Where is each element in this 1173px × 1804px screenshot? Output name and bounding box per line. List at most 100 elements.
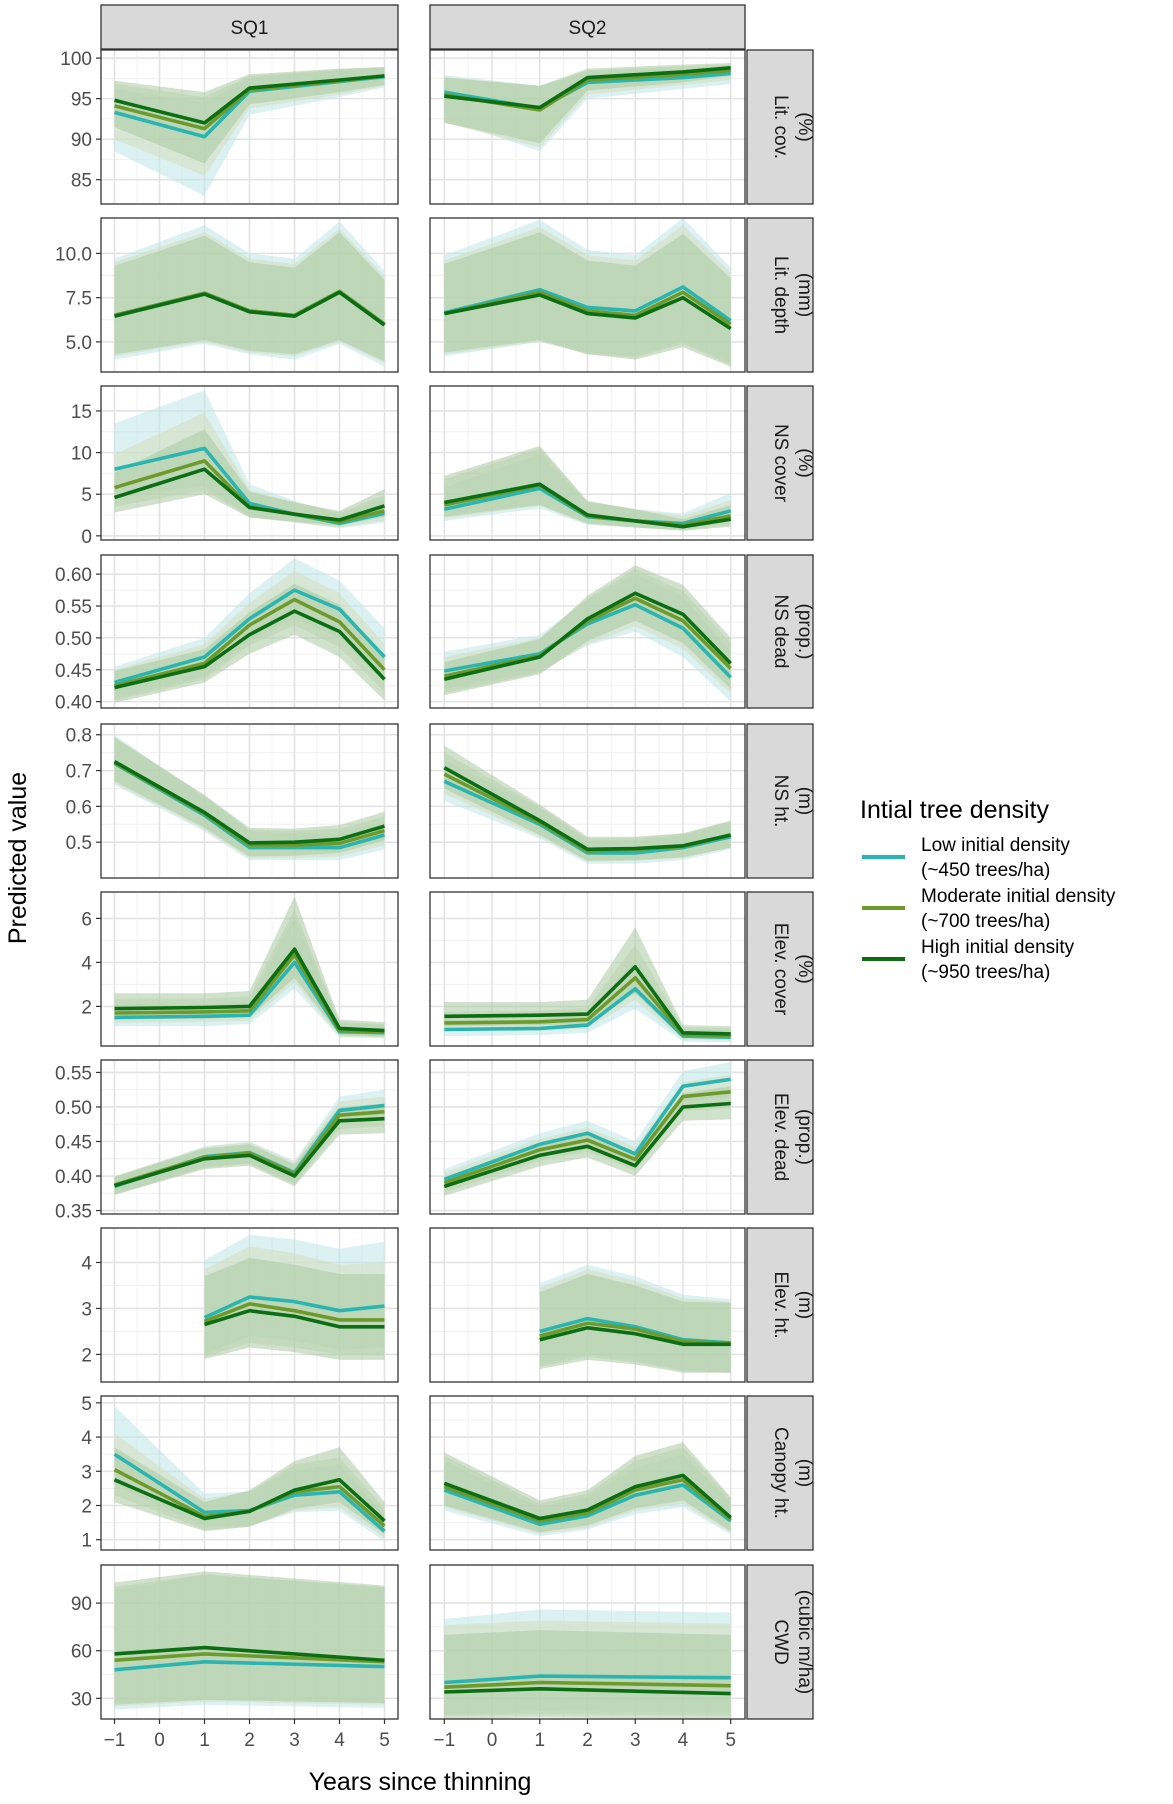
panel-border	[100, 554, 399, 709]
legend-label: (~700 trees/ha)	[921, 911, 1050, 932]
series-line-low	[114, 1660, 385, 1672]
row-strip-elev-dead: Elev. dead (prop.)	[746, 1059, 815, 1215]
row-strip-label: Lit. depth	[770, 256, 791, 334]
legend-entry-mod: Moderate initial density (~700 trees/ha)	[862, 886, 1116, 932]
y-tick-label: 0.40	[55, 1167, 92, 1188]
legend-label: Low initial density	[921, 835, 1070, 856]
row-strip-label: (prop.)	[794, 604, 815, 660]
row-strip-lit-cov: Lit. cov. (%)	[746, 49, 815, 205]
panel-elev-ht-sq2	[429, 1227, 746, 1383]
row-strip-background	[746, 385, 814, 541]
y-tick-label: 30	[71, 1689, 92, 1710]
series-line-low	[444, 1674, 731, 1685]
series-line-high	[113, 1478, 386, 1523]
panel-border	[100, 723, 399, 879]
y-tick-label: 6	[81, 909, 92, 930]
y-tick-label: 5	[81, 1394, 92, 1415]
y-tick-label: 0.60	[55, 565, 92, 586]
series-line-mod	[114, 1652, 385, 1664]
row-strip-label: Lit. cov.	[770, 95, 791, 159]
panel-ns-cover-sq1	[100, 385, 399, 541]
ribbon-high	[539, 1274, 731, 1373]
row-strip-cwd: CWD (cubic m/ha)	[746, 1564, 815, 1720]
panel-elev-ht-sq1	[100, 1227, 399, 1383]
series-line-low	[443, 1483, 732, 1527]
row-strip-ns-dead: NS dead (prop.)	[746, 554, 815, 709]
series-line-low	[443, 1077, 731, 1182]
y-tick-label: 0.7	[66, 762, 92, 783]
series-line-mod	[443, 1478, 732, 1523]
series-line-low	[443, 285, 732, 323]
row-strip-background	[746, 1564, 814, 1720]
series-line-mod	[443, 1090, 731, 1185]
x-tick-label: 5	[379, 1730, 390, 1751]
legend: Intial tree density Low initial density (…	[860, 796, 1116, 983]
series-line-mod	[444, 1680, 731, 1689]
column-strip-label: SQ1	[230, 18, 268, 39]
panel-cwd-sq2	[429, 1564, 746, 1720]
panel-border	[429, 385, 746, 541]
y-axis-title: Predicted value	[4, 772, 32, 944]
y-tick-label: 90	[71, 130, 92, 151]
x-tick-label: 0	[154, 1730, 165, 1751]
ribbon-high	[114, 232, 385, 362]
row-strip-label: CWD	[770, 1619, 791, 1664]
y-tick-label: 60	[71, 1642, 92, 1663]
row-strip-elev-cover: Elev. cover (%)	[746, 891, 815, 1047]
series-line-high	[444, 1687, 731, 1696]
x-tick-label: 2	[244, 1730, 255, 1751]
row-strip-label: (m)	[794, 1291, 815, 1319]
panel-border	[429, 554, 746, 709]
ribbon-high	[114, 737, 385, 857]
y-tick-label: 0.8	[66, 726, 92, 747]
series-line-low	[114, 588, 386, 685]
x-tick-label: 0	[487, 1730, 498, 1751]
y-tick-label: 0	[81, 527, 92, 548]
series-line-high	[444, 66, 731, 110]
y-tick-label: 85	[71, 171, 92, 192]
y-tick-label: 10.0	[55, 244, 92, 265]
column-strip-sq1: SQ1	[100, 4, 399, 50]
column-strip-background	[100, 4, 399, 50]
series-line-high	[443, 591, 732, 682]
panel-border	[429, 49, 746, 205]
row-strip-label: (m)	[794, 1459, 815, 1487]
panel-lit-depth-sq1	[100, 217, 399, 373]
row-strip-label: Elev. dead	[770, 1093, 791, 1181]
series-line-high	[539, 1326, 731, 1347]
ribbon-high	[114, 896, 385, 1037]
legend-entry-low: Low initial density (~450 trees/ha)	[862, 835, 1070, 881]
axes-layer: 8590951005.07.510.00510150.400.450.500.5…	[55, 49, 736, 1751]
series-line-mod	[114, 597, 386, 688]
series-line-high	[443, 1473, 732, 1521]
panel-border	[100, 1059, 399, 1215]
panel-ns-dead-sq1	[100, 554, 399, 709]
y-tick-label: 0.35	[55, 1202, 92, 1223]
y-tick-label: 3	[81, 1299, 92, 1320]
ribbon-high	[444, 1630, 731, 1719]
series-line-high	[113, 467, 386, 522]
legend-label: (~450 trees/ha)	[921, 860, 1050, 881]
ribbon-high	[114, 1571, 385, 1705]
series-line-high	[443, 482, 731, 529]
series-line-mod	[443, 290, 732, 326]
panel-border	[429, 1227, 746, 1383]
x-tick-label: 1	[199, 1730, 210, 1751]
x-axis-title: Years since thinning	[309, 1768, 532, 1796]
series-line-mod	[539, 1321, 731, 1346]
series-line-high	[114, 609, 386, 690]
y-tick-label: 100	[60, 49, 92, 70]
row-strip-label: Elev. cover	[770, 923, 791, 1016]
panel-border	[429, 1059, 746, 1215]
y-tick-label: 2	[81, 1497, 92, 1518]
panel-elev-dead-sq1	[100, 1059, 399, 1215]
row-strip-label: (%)	[794, 448, 815, 478]
panel-border	[100, 217, 399, 373]
y-tick-label: 5.0	[66, 333, 92, 354]
y-tick-label: 0.6	[66, 797, 92, 818]
series-line-high	[114, 74, 385, 125]
row-strip-background	[746, 217, 814, 373]
y-tick-label: 0.50	[55, 629, 92, 650]
y-tick-label: 0.55	[55, 1063, 92, 1084]
x-tick-label: 4	[334, 1730, 345, 1751]
